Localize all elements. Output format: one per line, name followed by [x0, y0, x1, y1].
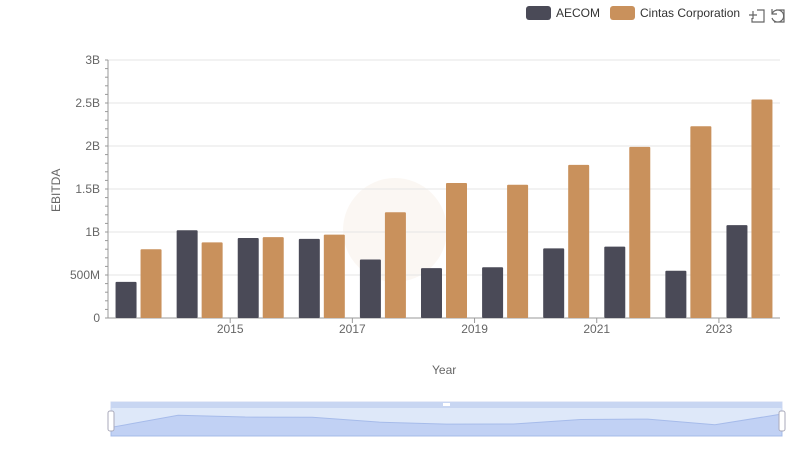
datazoom-handle-left[interactable] — [107, 410, 115, 432]
x-tick-label: 2017 — [339, 322, 366, 336]
bar-cintas-2022 — [629, 146, 651, 318]
legend-label-cintas: Cintas Corporation — [640, 6, 741, 20]
legend-label-aecom: AECOM — [556, 6, 601, 20]
y-tick-label: 500M — [70, 268, 100, 282]
bar-cintas-2014 — [140, 249, 162, 318]
datazoom-handle-right[interactable] — [778, 410, 786, 432]
bar-aecom-2018 — [359, 259, 381, 318]
bar-cintas-2023 — [690, 126, 712, 318]
y-tick-label: 3B — [85, 53, 100, 67]
x-tick-label: 2023 — [706, 322, 733, 336]
y-tick-label: 1B — [85, 225, 100, 239]
legend-swatch-aecom — [526, 6, 551, 20]
y-tick-label: 2B — [85, 139, 100, 153]
bar-aecom-2021 — [543, 248, 565, 318]
bar-aecom-2014 — [115, 281, 137, 318]
bar-aecom-2024 — [726, 225, 748, 318]
zoom-select-icon[interactable] — [748, 6, 766, 24]
legend-item-aecom[interactable]: AECOM — [526, 6, 600, 20]
bar-cintas-2016 — [262, 237, 284, 318]
bar-aecom-2015 — [176, 230, 198, 318]
x-tick-label: 2019 — [461, 322, 488, 336]
bar-cintas-2019 — [446, 182, 467, 318]
y-tick-label: 0 — [93, 311, 100, 325]
bar-cintas-2021 — [568, 164, 590, 318]
bar-cintas-2015 — [201, 242, 223, 318]
y-tick-label: 1.5B — [75, 182, 100, 196]
bar-aecom-2017 — [298, 238, 320, 318]
bar-aecom-2019 — [421, 268, 442, 318]
toolbox — [746, 6, 786, 24]
y-tick-label: 2.5B — [75, 96, 100, 110]
legend-swatch-cintas — [610, 6, 636, 20]
bar-cintas-2017 — [323, 234, 345, 318]
legend: AECOM Cintas Corporation — [526, 4, 750, 22]
bar-cintas-2018 — [384, 212, 406, 318]
datazoom-preview — [110, 413, 783, 437]
y-axis-title: EBITDA — [49, 168, 63, 212]
bar-cintas-2020 — [507, 184, 529, 318]
bar-aecom-2022 — [604, 246, 626, 318]
datazoom-selection — [111, 402, 782, 436]
x-tick-label: 2021 — [583, 322, 610, 336]
bar-cintas-2024 — [751, 99, 773, 318]
bar-aecom-2020 — [482, 267, 504, 318]
legend-item-cintas[interactable]: Cintas Corporation — [610, 6, 740, 20]
x-tick-label: 2015 — [217, 322, 244, 336]
x-axis-title: Year — [432, 363, 457, 377]
bar-aecom-2023 — [665, 270, 687, 318]
restore-icon[interactable] — [768, 6, 786, 24]
datazoom-grip — [443, 403, 450, 406]
bar-aecom-2016 — [237, 238, 259, 318]
